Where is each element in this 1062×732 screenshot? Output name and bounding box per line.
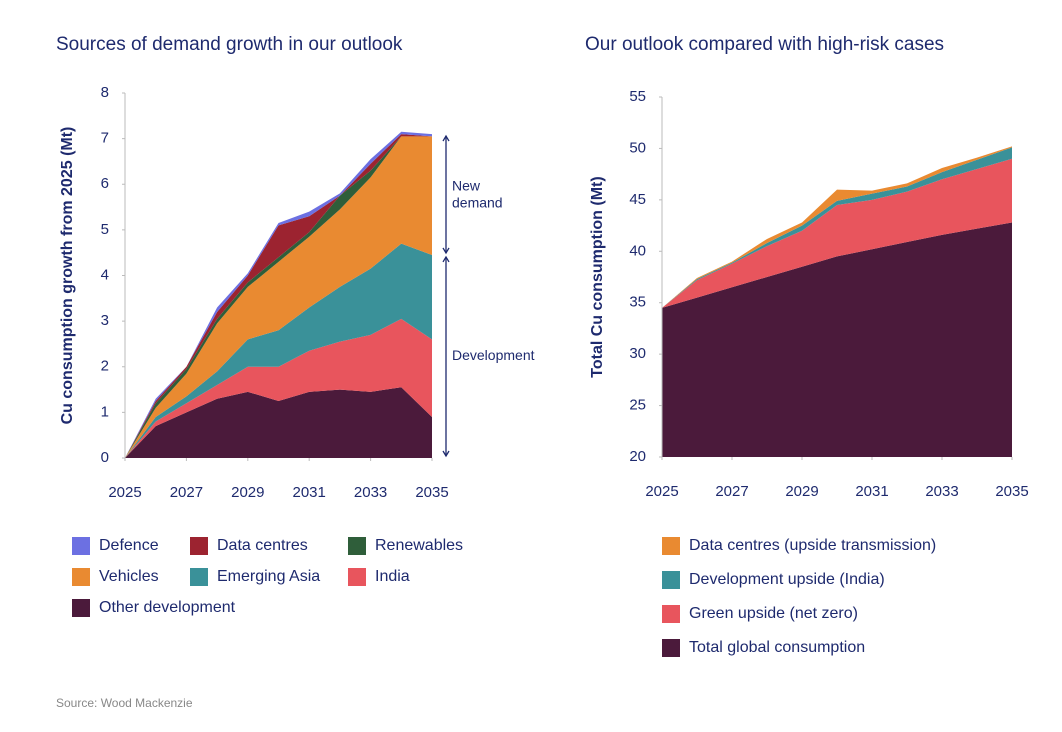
chart-title: Sources of demand growth in our outlook	[56, 34, 403, 55]
area	[125, 387, 432, 458]
area	[662, 222, 1012, 457]
y-tick-label: 0	[101, 449, 109, 466]
y-tick-label: 7	[101, 130, 109, 147]
arrow-head	[442, 255, 450, 458]
legend-swatch	[190, 537, 208, 555]
x-tick-label: 2031	[293, 484, 326, 501]
area	[125, 318, 432, 458]
y-tick-label: 20	[629, 448, 646, 465]
legend-label: Emerging Asia	[217, 568, 320, 585]
legend-swatch	[662, 537, 680, 555]
legend-label: Total global consumption	[689, 639, 865, 656]
y-tick-label: 25	[629, 397, 646, 414]
y-tick-label: 40	[629, 242, 646, 259]
legend-label: Renewables	[375, 537, 463, 554]
legend-label: Other development	[99, 599, 236, 616]
x-tick-label: 2029	[231, 484, 264, 501]
chart-title: Our outlook compared with high-risk case…	[585, 34, 944, 55]
legend-swatch	[662, 639, 680, 657]
y-axis-label: Cu consumption growth from 2025 (Mt)	[59, 127, 76, 425]
y-axis-label: Total Cu consumption (Mt)	[589, 176, 606, 377]
y-tick-label: 8	[101, 84, 109, 101]
legend-swatch	[348, 537, 366, 555]
area	[125, 243, 432, 458]
x-tick-label: 2033	[925, 483, 958, 500]
x-tick-label: 2035	[415, 484, 448, 501]
y-tick-label: 50	[629, 139, 646, 156]
y-tick-label: 30	[629, 345, 646, 362]
legend-swatch	[190, 568, 208, 586]
legend-label: India	[375, 568, 410, 585]
legend-label: Green upside (net zero)	[689, 605, 858, 622]
y-tick-label: 5	[101, 221, 109, 238]
x-tick-label: 2027	[170, 484, 203, 501]
y-tick-label: 2	[101, 358, 109, 375]
annotation: New demand	[452, 177, 503, 210]
x-tick-label: 2029	[785, 483, 818, 500]
y-tick-label: 1	[101, 403, 109, 420]
y-tick-label: 6	[101, 175, 109, 192]
legend-label: Development upside (India)	[689, 571, 885, 588]
arrow-head	[442, 134, 450, 255]
legend-swatch	[72, 537, 90, 555]
legend-label: Data centres (upside transmission)	[689, 537, 936, 554]
legend-label: Defence	[99, 537, 159, 554]
x-tick-label: 2025	[645, 483, 678, 500]
x-tick-label: 2027	[715, 483, 748, 500]
x-tick-label: 2033	[354, 484, 387, 501]
source: Source: Wood Mackenzie	[56, 696, 193, 710]
area	[662, 147, 1012, 308]
y-tick-label: 3	[101, 312, 109, 329]
x-tick-label: 2035	[995, 483, 1028, 500]
area	[125, 136, 432, 458]
legend-swatch	[662, 605, 680, 623]
y-tick-label: 55	[629, 88, 646, 105]
legend-swatch	[72, 568, 90, 586]
legend-swatch	[662, 571, 680, 589]
y-tick-label: 35	[629, 294, 646, 311]
x-tick-label: 2025	[108, 484, 141, 501]
x-tick-label: 2031	[855, 483, 888, 500]
annotation: Development	[452, 347, 535, 363]
y-tick-label: 4	[101, 266, 109, 283]
legend-swatch	[348, 568, 366, 586]
area	[662, 158, 1012, 308]
y-tick-label: 45	[629, 191, 646, 208]
legend-swatch	[72, 599, 90, 617]
legend-label: Data centres	[217, 537, 308, 554]
legend-label: Vehicles	[99, 568, 159, 585]
